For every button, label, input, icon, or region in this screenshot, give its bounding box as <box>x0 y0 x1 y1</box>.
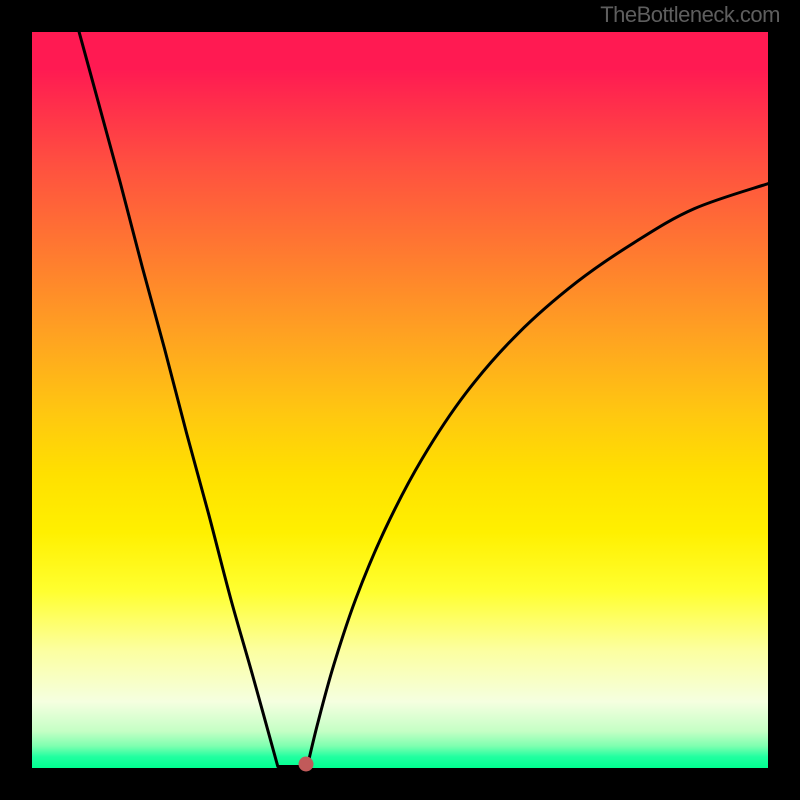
bottleneck-curve <box>32 32 768 768</box>
optimum-marker <box>298 756 313 771</box>
watermark-text: TheBottleneck.com <box>600 2 780 28</box>
chart-plot-area <box>32 32 768 768</box>
